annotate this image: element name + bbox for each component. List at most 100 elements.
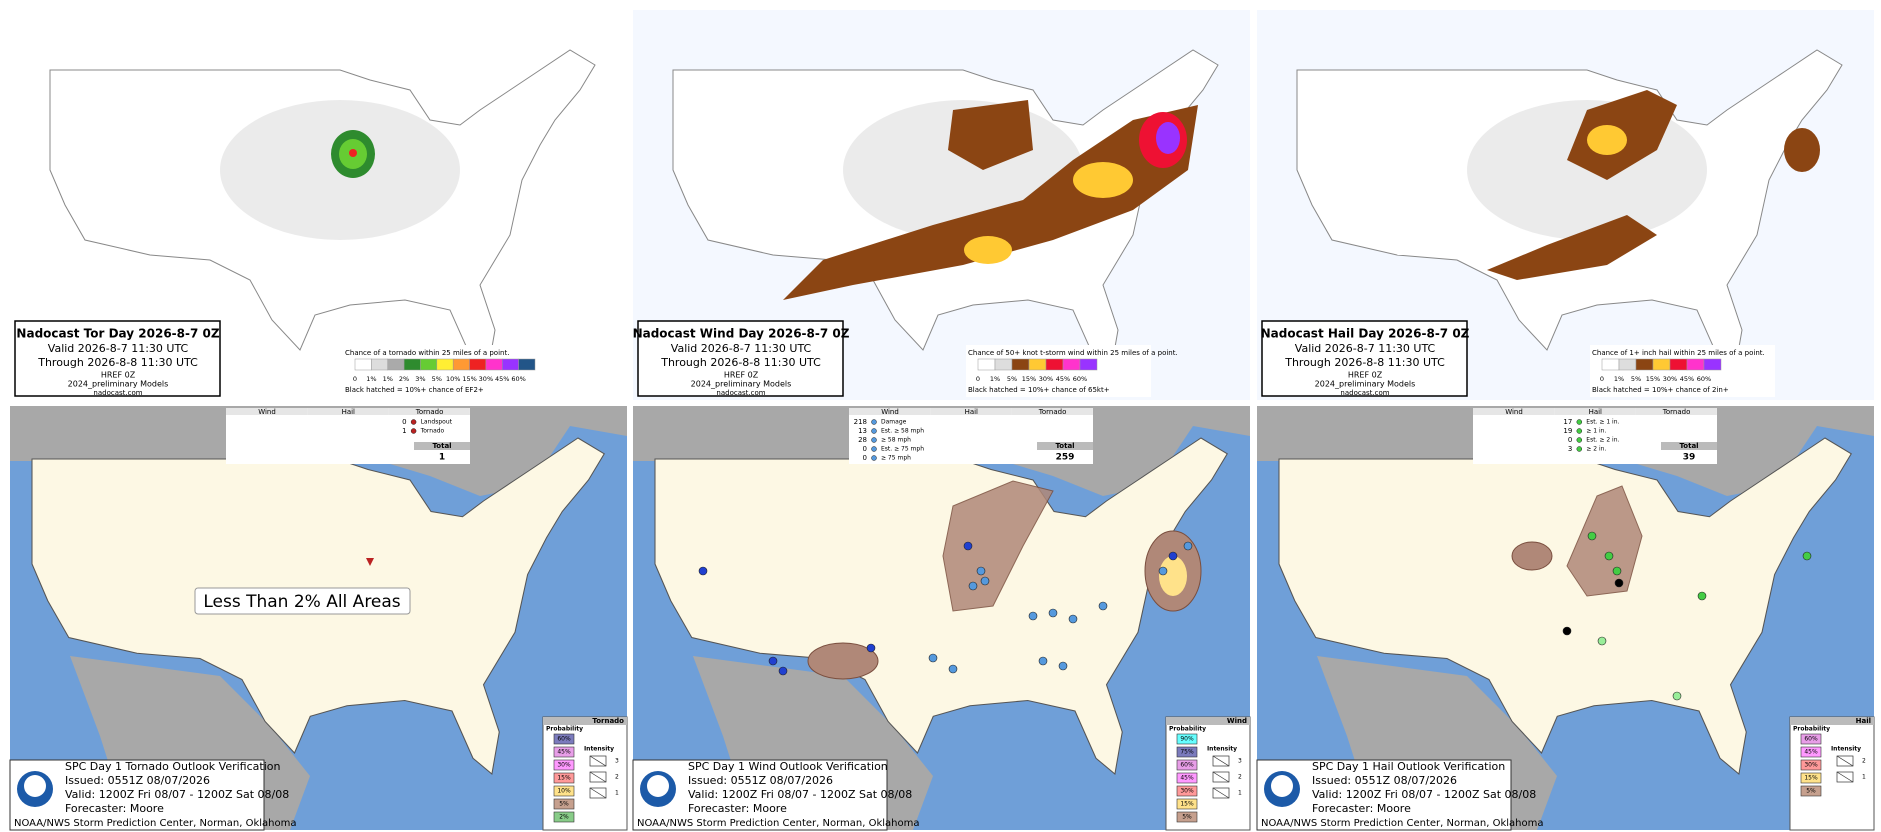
legend-note: Black hatched = 10%+ chance of EF2+: [345, 386, 484, 394]
report-dot: [1672, 691, 1682, 701]
legend-label: 5%: [432, 375, 442, 383]
report-dot: [1604, 551, 1614, 561]
report-dot: [768, 656, 778, 666]
report-count: 19: [1563, 427, 1572, 435]
legend-probability: 90%: [1180, 736, 1194, 743]
report-symbol: [871, 446, 877, 452]
hatch: [1212, 787, 1230, 799]
report-header: Wind: [881, 408, 899, 416]
info-box: [1256, 759, 1512, 831]
hatch: [1836, 771, 1854, 783]
report-label: ≥ 1 in.: [1586, 428, 1606, 435]
info-box: [9, 759, 265, 831]
report-count: 218: [854, 418, 867, 426]
legend-swatch: [371, 358, 388, 371]
legend-probability: 5%: [559, 801, 569, 808]
legend-probability: 60%: [1180, 762, 1194, 769]
report-dot: [1038, 656, 1048, 666]
report-label: Landspout: [421, 419, 453, 426]
through: Through 2026-8-8 11:30 UTC: [660, 356, 821, 369]
report-count: 3: [1568, 445, 1572, 453]
panel: Wind Hail Tornado 17 Est. ≥ 1 in. 19 ≥ 1 in. 0 E…: [1256, 406, 1875, 831]
title: Nadocast Tor Day 2026-8-7 0Z: [16, 327, 219, 341]
legend-label: 1%: [1614, 375, 1624, 383]
legend-swatch: [1618, 358, 1637, 371]
info-credit: NOAA/NWS Storm Prediction Center, Norman…: [1261, 818, 1544, 829]
legend-swatch: [1176, 772, 1198, 784]
legend-swatch: [553, 746, 575, 758]
prob-area: [1073, 162, 1133, 198]
intensity-label: 2: [615, 774, 619, 781]
report-symbol: [1576, 419, 1583, 425]
valid: Valid 2026-8-7 11:30 UTC: [48, 342, 189, 355]
total-label: Total: [1679, 442, 1698, 450]
legend-probability: 5%: [1806, 788, 1816, 795]
header-cell: [930, 408, 1012, 415]
report-dot: [980, 576, 990, 586]
legend-label: 0: [976, 375, 980, 383]
legend-label: 30%: [1039, 375, 1053, 383]
report-dot: [1098, 601, 1108, 611]
prob-area: [964, 236, 1012, 264]
report-label: ≥ 2 in.: [1586, 446, 1606, 453]
info-valid: Valid: 1200Z Fri 08/07 - 1200Z Sat 08/08: [1312, 788, 1536, 801]
legend-swatch: [994, 358, 1013, 371]
report-symbol: [871, 419, 877, 425]
legend-swatch: [553, 811, 575, 823]
report-dot: [1562, 626, 1572, 636]
header-cell: [388, 408, 470, 415]
legend-probability: 2%: [559, 814, 569, 821]
hatch: [1836, 755, 1854, 767]
legend-box: [1590, 345, 1775, 397]
legend-title: Chance of a tornado within 25 miles of a…: [345, 349, 509, 357]
intensity-label: 3: [615, 758, 619, 765]
report-count: 28: [858, 436, 867, 444]
outlook-area: [1511, 541, 1553, 571]
legend-label: 15%: [1022, 375, 1036, 383]
info-issued: Issued: 0551Z 08/07/2026: [1312, 774, 1457, 787]
legend-swatch: [1176, 798, 1198, 810]
legend-head: [1790, 717, 1874, 725]
header-cell: [849, 408, 931, 415]
legend-probability: 10%: [557, 788, 571, 795]
legend-swatch: [553, 759, 575, 771]
legend-swatch: [485, 358, 503, 371]
legend-swatch: [1601, 358, 1620, 371]
legend-probability: 15%: [557, 775, 571, 782]
total-label: Total: [432, 442, 451, 450]
info-valid: Valid: 1200Z Fri 08/07 - 1200Z Sat 08/08: [688, 788, 912, 801]
legend-swatch: [1686, 358, 1705, 371]
report-dot: [866, 643, 876, 653]
legend-swatch: [553, 733, 575, 745]
model: HREF 0Z: [101, 371, 136, 380]
legend-probability: 60%: [1804, 736, 1818, 743]
report-dot: [1183, 541, 1193, 551]
outlook-area: [942, 480, 1054, 612]
total-label: Total: [1055, 442, 1074, 450]
legend-label: 0: [353, 375, 357, 383]
legend-probability: 15%: [1180, 801, 1194, 808]
total-cell: [1037, 442, 1093, 450]
report-symbol: [410, 419, 417, 425]
report-count: 1: [402, 427, 406, 435]
report-header: Tornado: [1038, 408, 1067, 416]
legend-probability: 15%: [1804, 775, 1818, 782]
prob-area: [1487, 215, 1657, 280]
report-label: Tornado: [420, 428, 445, 435]
legend-probability-label: Probability: [1169, 726, 1206, 733]
legend-label: 1%: [366, 375, 376, 383]
legend-label: 15%: [462, 375, 476, 383]
info-issued: Issued: 0551Z 08/07/2026: [688, 774, 833, 787]
legend-swatch: [1176, 733, 1198, 745]
report-symbol: [871, 437, 877, 443]
report-dot: [1058, 661, 1068, 671]
legend-swatch: [1176, 759, 1198, 771]
legend-swatch: [420, 358, 438, 371]
model: HREF 0Z: [724, 371, 759, 380]
legend-intensity-label: Intensity: [1831, 746, 1861, 753]
report-count: 0: [863, 454, 867, 462]
report-header: Wind: [258, 408, 276, 416]
report-symbol: [1576, 428, 1583, 434]
